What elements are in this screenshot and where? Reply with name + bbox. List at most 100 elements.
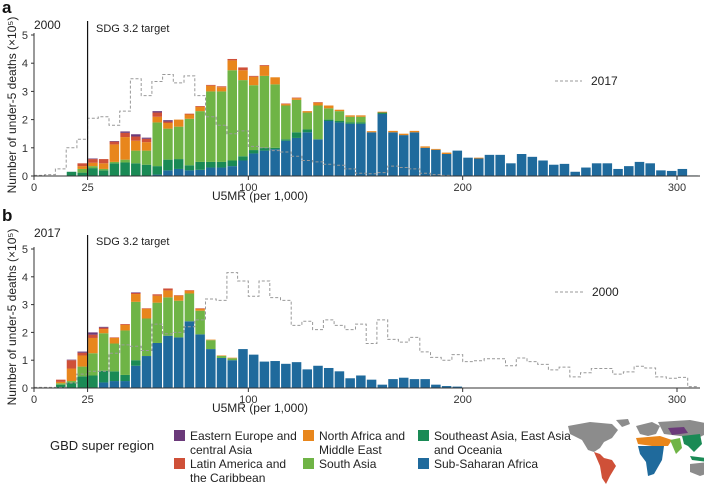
bar-segment-ssa <box>163 335 173 388</box>
bar-segment-sa <box>163 297 173 336</box>
bar-segment-sa <box>302 112 313 130</box>
bar-segment-ssa <box>173 168 184 176</box>
bar-segment-ssa <box>591 163 602 176</box>
bar-segment-name <box>195 106 205 112</box>
bar-segment-sea <box>66 382 77 388</box>
bar-segment-ee <box>131 134 141 137</box>
bar-segment-ssa <box>645 163 655 176</box>
bar-segment-ssa <box>259 361 270 388</box>
bar-segment-sa <box>313 105 323 140</box>
bar-segment-sea <box>98 170 109 176</box>
bar-segment-sea <box>377 112 388 114</box>
bar-segment-sa <box>98 168 109 171</box>
overlay-step-line <box>34 74 452 176</box>
bar-segment-ssa <box>227 360 238 388</box>
bar-segment-la <box>227 58 238 61</box>
bar-segment-ssa <box>570 171 580 176</box>
overlay-step-line <box>34 272 699 388</box>
bar-segment-ssa <box>302 369 313 388</box>
bar-segment-name <box>77 166 87 169</box>
y-tick-label: 3 <box>22 86 28 98</box>
y-tick-label: 1 <box>22 355 28 367</box>
bar-segment-la <box>141 308 152 309</box>
bar-segment-sa <box>120 330 130 375</box>
bar-segment-sea <box>88 375 98 388</box>
bar-segment-ssa <box>516 154 527 176</box>
bar-segment-ssa <box>441 386 452 388</box>
bar-segment-sea <box>270 147 280 150</box>
bar-segment-name <box>98 329 109 334</box>
bar-segment-name <box>66 368 77 382</box>
bar-segment-sa <box>356 116 366 123</box>
bar-segment-ssa <box>549 164 559 176</box>
bar-segment-sa <box>131 301 141 361</box>
bar-segment-sa <box>66 381 77 383</box>
bar-segment-ssa <box>216 357 227 388</box>
bar-segment-ssa <box>677 168 688 176</box>
bar-segment-name <box>227 357 238 359</box>
bar-segment-sea <box>88 168 98 176</box>
bar-segment-sea <box>109 163 120 176</box>
bar-segment-sea <box>77 376 87 388</box>
bar-segment-sea <box>345 122 355 124</box>
bar-segment-sa <box>345 116 355 123</box>
bar-segment-name <box>173 119 184 127</box>
legend-item-sea: Southeast Asia, East Asia and Oceania <box>418 429 574 457</box>
map-sub-saharan-africa <box>638 446 664 476</box>
bar-segment-name <box>398 133 409 136</box>
bar-segment-ee <box>109 141 120 142</box>
map-central-asia <box>668 427 688 435</box>
bar-segment-name <box>131 140 141 151</box>
bar-segment-ssa <box>634 161 645 176</box>
legend-swatch <box>418 458 429 469</box>
bar-segment-ssa <box>420 379 430 388</box>
y-tick-label: 0 <box>22 171 28 183</box>
bar-segment-sa <box>281 105 291 140</box>
bar-segment-sea <box>66 171 77 176</box>
bar-segment-sa <box>195 111 205 162</box>
legend-swatch <box>303 458 314 469</box>
bar-segment-la <box>195 308 205 309</box>
bar-segment-ssa <box>431 384 441 388</box>
bar-segment-sea <box>195 161 205 170</box>
bar-segment-ssa <box>559 163 570 176</box>
bar-segment-ssa <box>195 334 205 388</box>
bar-segment-la <box>163 121 173 123</box>
y-tick-label: 3 <box>22 300 28 312</box>
bar-segment-ssa <box>356 375 366 388</box>
bar-segment-ssa <box>131 365 141 388</box>
x-tick-label: 0 <box>31 394 37 406</box>
x-tick-label: 0 <box>31 182 37 194</box>
bar-segment-ssa <box>624 166 634 176</box>
bar-segment-la <box>56 379 66 382</box>
bar-segment-ssa <box>281 363 291 388</box>
bar-segment-sea <box>98 370 109 383</box>
bar-segment-la <box>109 141 120 145</box>
panel-b-sdg-label: SDG 3.2 target <box>96 236 169 248</box>
bar-segment-name <box>377 111 388 113</box>
bar-segment-name <box>206 85 216 92</box>
bar-segment-ssa <box>377 113 388 176</box>
bar-segment-la <box>120 132 130 138</box>
bar-segment-ssa <box>602 163 613 176</box>
bar-segment-sea <box>163 159 173 171</box>
y-tick-label: 5 <box>22 30 28 42</box>
bar-segment-ssa <box>270 149 280 176</box>
bar-segment-sea <box>281 139 291 141</box>
bar-segment-sa <box>195 310 205 335</box>
bar-segment-ssa <box>270 361 280 388</box>
bar-segment-sea <box>120 162 130 176</box>
bar-segment-la <box>131 136 141 141</box>
bar-segment-sa <box>77 366 87 377</box>
bar-segment-ssa <box>323 121 334 176</box>
bar-segment-sa <box>77 168 87 173</box>
x-tick-label: 100 <box>239 394 257 406</box>
bar-segment-sea <box>173 159 184 169</box>
bar-segment-la <box>77 352 87 356</box>
bar-segment-name <box>152 116 162 123</box>
bar-segment-name <box>195 308 205 311</box>
legend-item-ee: Eastern Europe and central Asia <box>174 429 302 457</box>
bar-segment-ssa <box>291 137 302 176</box>
bar-segment-ssa <box>452 386 463 388</box>
bar-segment-name <box>227 60 238 71</box>
